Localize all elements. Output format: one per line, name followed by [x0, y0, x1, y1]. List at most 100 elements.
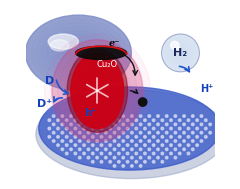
Circle shape — [135, 144, 138, 146]
Circle shape — [144, 152, 146, 155]
Circle shape — [74, 136, 77, 138]
Circle shape — [139, 115, 142, 117]
Circle shape — [152, 119, 155, 122]
Circle shape — [165, 131, 168, 134]
Circle shape — [148, 131, 151, 134]
Circle shape — [126, 152, 129, 155]
Circle shape — [96, 156, 98, 159]
Circle shape — [109, 136, 112, 138]
Circle shape — [118, 136, 120, 138]
Circle shape — [70, 140, 72, 142]
Circle shape — [96, 123, 98, 126]
Circle shape — [113, 123, 116, 126]
Circle shape — [174, 47, 187, 59]
Circle shape — [139, 148, 142, 151]
Circle shape — [161, 152, 164, 155]
Ellipse shape — [25, 15, 131, 91]
Circle shape — [183, 123, 185, 126]
Circle shape — [139, 131, 142, 134]
Circle shape — [152, 127, 155, 130]
Circle shape — [187, 152, 190, 155]
Circle shape — [65, 144, 68, 146]
Circle shape — [170, 136, 172, 138]
Circle shape — [161, 136, 164, 138]
Circle shape — [157, 131, 159, 134]
Ellipse shape — [31, 19, 126, 87]
Circle shape — [83, 136, 85, 138]
Circle shape — [61, 148, 64, 151]
Circle shape — [144, 144, 146, 146]
Circle shape — [65, 136, 68, 138]
Circle shape — [109, 127, 112, 130]
Circle shape — [174, 115, 177, 117]
Circle shape — [65, 119, 68, 122]
Circle shape — [122, 123, 125, 126]
Circle shape — [87, 123, 90, 126]
Circle shape — [200, 115, 203, 117]
Circle shape — [170, 127, 172, 130]
Circle shape — [52, 131, 55, 134]
Ellipse shape — [68, 45, 89, 60]
Circle shape — [178, 152, 181, 155]
Circle shape — [177, 50, 184, 56]
Circle shape — [165, 148, 168, 151]
Circle shape — [61, 115, 64, 117]
Circle shape — [48, 136, 51, 138]
Circle shape — [70, 131, 72, 134]
Ellipse shape — [71, 53, 124, 129]
Circle shape — [131, 115, 133, 117]
Ellipse shape — [52, 34, 105, 72]
Circle shape — [91, 119, 94, 122]
Circle shape — [152, 160, 155, 163]
Circle shape — [91, 152, 94, 155]
Ellipse shape — [50, 40, 69, 51]
Text: D⁺: D⁺ — [37, 99, 52, 109]
Circle shape — [161, 160, 164, 163]
Text: H₂: H₂ — [174, 48, 187, 58]
Circle shape — [70, 115, 72, 117]
Circle shape — [113, 131, 116, 134]
Circle shape — [87, 148, 90, 151]
Circle shape — [48, 119, 51, 122]
Circle shape — [131, 131, 133, 134]
Circle shape — [135, 160, 138, 163]
Circle shape — [187, 119, 190, 122]
Circle shape — [100, 127, 103, 130]
Circle shape — [161, 127, 164, 130]
Ellipse shape — [57, 38, 100, 68]
Circle shape — [200, 140, 203, 142]
Text: e⁻: e⁻ — [109, 39, 120, 48]
Circle shape — [170, 144, 172, 146]
Circle shape — [96, 140, 98, 142]
Circle shape — [209, 131, 211, 134]
Circle shape — [135, 152, 138, 155]
Circle shape — [78, 148, 81, 151]
Ellipse shape — [64, 55, 130, 126]
Circle shape — [177, 47, 180, 51]
Circle shape — [122, 140, 125, 142]
Ellipse shape — [84, 77, 111, 105]
Ellipse shape — [63, 42, 94, 64]
Circle shape — [126, 160, 129, 163]
Circle shape — [168, 40, 193, 66]
Circle shape — [100, 144, 103, 146]
Text: H⁺: H⁺ — [200, 84, 214, 94]
Circle shape — [122, 131, 125, 134]
Circle shape — [135, 136, 138, 138]
Circle shape — [171, 41, 179, 50]
Circle shape — [165, 123, 168, 126]
Circle shape — [91, 160, 94, 163]
Circle shape — [113, 165, 116, 167]
Circle shape — [122, 165, 125, 167]
Circle shape — [174, 131, 177, 134]
Circle shape — [61, 123, 64, 126]
Circle shape — [192, 115, 194, 117]
Circle shape — [200, 131, 203, 134]
Ellipse shape — [52, 40, 143, 142]
Circle shape — [78, 140, 81, 142]
Circle shape — [104, 148, 107, 151]
Circle shape — [144, 136, 146, 138]
Circle shape — [187, 136, 190, 138]
Circle shape — [139, 140, 142, 142]
Circle shape — [91, 144, 94, 146]
